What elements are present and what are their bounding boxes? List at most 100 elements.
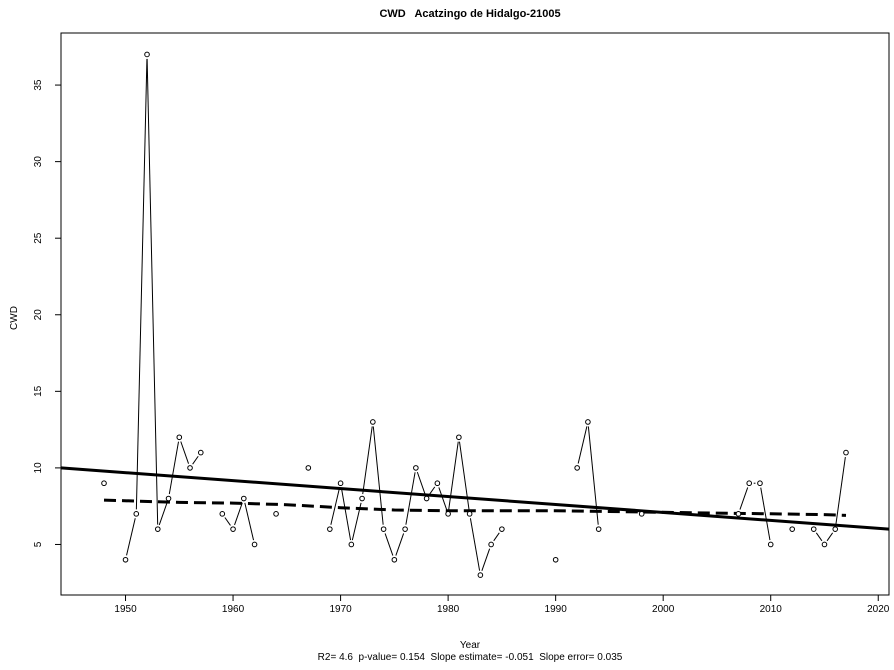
x-axis-label: Year — [460, 640, 481, 651]
series-segment — [224, 517, 231, 526]
data-point — [445, 511, 451, 517]
series-segment — [438, 487, 448, 510]
series-segment — [405, 472, 416, 525]
series-segment — [244, 502, 255, 541]
data-point — [251, 541, 258, 548]
x-tick-label: 1990 — [545, 604, 568, 615]
y-tick-label: 15 — [33, 385, 44, 397]
series-segment — [234, 502, 243, 526]
series-segment — [158, 502, 168, 526]
series-segment — [481, 548, 491, 572]
series-segment — [372, 426, 384, 525]
data-point — [810, 526, 817, 532]
series-segment — [469, 518, 481, 571]
data-point — [370, 419, 376, 425]
series-segment — [739, 487, 749, 510]
series-segment — [577, 426, 588, 464]
data-point — [413, 465, 419, 471]
data-point — [133, 511, 140, 517]
series-layer — [60, 51, 890, 578]
data-point — [434, 480, 441, 487]
data-point — [746, 480, 753, 487]
series-segment — [180, 441, 190, 464]
data-point — [273, 511, 279, 517]
y-axis-label: CWD — [9, 306, 20, 330]
chart-title: CWD Acatzingo de Hidalgo-21005 — [379, 8, 560, 20]
y-tick-label: 10 — [33, 462, 44, 474]
series-segment — [126, 518, 136, 556]
data-point — [402, 526, 408, 532]
series-segment — [351, 502, 362, 541]
series-segment — [448, 441, 459, 510]
stats-subtitle: R2= 4.6 p-value= 0.154 Slope estimate= -… — [318, 652, 623, 663]
series-segment — [146, 58, 159, 525]
data-point — [832, 526, 839, 532]
smoothed-trend-line — [103, 498, 847, 517]
data-point — [477, 572, 484, 578]
data-point — [165, 495, 172, 502]
series-segment — [340, 487, 352, 541]
data-point — [552, 556, 559, 563]
data-point — [327, 526, 333, 532]
x-tick-label: 1970 — [329, 604, 352, 615]
data-point — [197, 449, 204, 456]
data-point — [488, 541, 494, 548]
data-point — [101, 480, 107, 487]
x-tick-label: 2000 — [652, 604, 675, 615]
data-point — [391, 556, 398, 563]
y-tick-label: 5 — [33, 541, 44, 547]
data-point — [187, 465, 193, 471]
data-point — [638, 511, 645, 517]
series-segment — [760, 487, 771, 541]
data-point — [821, 541, 828, 548]
data-point — [305, 465, 312, 471]
data-point — [843, 449, 849, 456]
x-tick-label: 2020 — [867, 604, 890, 615]
series-segment — [362, 426, 373, 495]
series-segment — [384, 533, 394, 556]
y-tick-label: 25 — [33, 232, 44, 244]
data-point — [499, 526, 505, 532]
data-point — [789, 526, 796, 532]
plot-frame — [60, 32, 890, 596]
data-point — [735, 511, 742, 517]
y-tick-label: 20 — [33, 309, 44, 321]
series-segment — [826, 532, 834, 542]
x-axis: 1950 1960 1970 1980 1990 2000 2010 2020 — [114, 595, 890, 615]
data-point — [219, 511, 226, 517]
x-tick-label: 2010 — [760, 604, 783, 615]
data-point — [466, 511, 473, 517]
series-segment — [428, 486, 436, 496]
data-point — [359, 495, 365, 502]
data-point — [241, 495, 247, 502]
data-point — [348, 541, 355, 548]
series-segment — [493, 532, 500, 542]
y-tick-label: 30 — [33, 156, 44, 168]
data-point — [574, 465, 580, 471]
series-segment — [330, 487, 341, 525]
trend-line — [60, 466, 890, 531]
data-point — [154, 526, 161, 532]
y-tick-label: 35 — [33, 79, 44, 91]
data-point — [423, 495, 430, 502]
data-point — [144, 51, 150, 58]
data-point — [767, 541, 774, 548]
series-segment — [587, 426, 599, 525]
data-point — [176, 434, 183, 441]
series-segment — [168, 441, 180, 495]
x-tick-label: 1950 — [114, 604, 137, 615]
data-point — [122, 556, 129, 563]
data-point — [456, 434, 462, 441]
series-segment — [395, 533, 405, 556]
data-point — [337, 480, 344, 487]
x-tick-label: 1980 — [437, 604, 460, 615]
series-segment — [835, 456, 846, 525]
series-segment — [459, 441, 470, 510]
data-point — [595, 526, 602, 532]
series-segment — [135, 58, 148, 510]
series-segment — [192, 455, 199, 465]
y-axis: 5 10 15 20 25 30 35 — [33, 79, 61, 547]
data-point — [757, 480, 763, 487]
data-point — [230, 526, 236, 532]
